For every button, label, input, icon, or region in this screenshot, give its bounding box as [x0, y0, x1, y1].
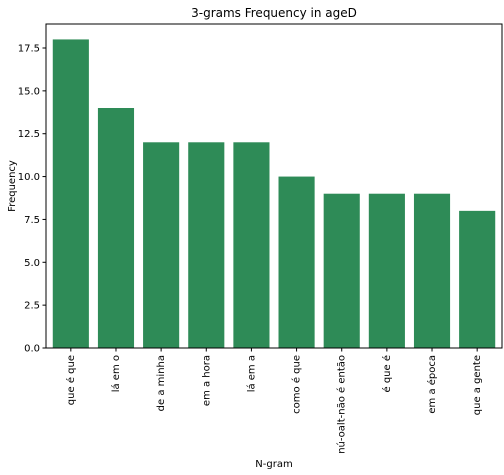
- x-axis-label: N-gram: [255, 459, 292, 470]
- plot-frame: [45, 23, 503, 349]
- x-tick-label: lá em o: [110, 355, 122, 392]
- x-tick-label: lá em a: [245, 355, 257, 392]
- y-tick-label: 2.5: [24, 301, 40, 312]
- y-axis-label: Frequency: [7, 160, 18, 212]
- bar-8: [413, 193, 451, 348]
- y-tick-label: 10.0: [18, 172, 40, 183]
- y-tick-label: 5.0: [24, 258, 40, 269]
- bar-7: [368, 193, 405, 348]
- x-tick-label: nú-oalt-não é então: [336, 355, 348, 454]
- y-tick-label: 0.0: [24, 344, 40, 355]
- bar-6: [323, 193, 360, 348]
- x-tick-label: que a gente: [472, 355, 483, 415]
- x-tick-label: em a hora: [201, 355, 212, 406]
- y-tick-label: 7.5: [24, 215, 40, 226]
- y-tick-label: 12.5: [18, 129, 40, 140]
- x-axis: que é que lá em o de a minha em a hora lá em…: [65, 348, 483, 454]
- x-tick-label: em a época: [426, 355, 438, 414]
- bar-1: [97, 108, 135, 348]
- bar-0: [52, 39, 89, 349]
- bar-3: [188, 142, 225, 348]
- x-tick-label: como é que: [291, 355, 303, 414]
- bar-4: [233, 142, 270, 348]
- y-axis: 0.0 2.5 5.0 7.5 10.0 12.5 15.0 17.5: [18, 44, 46, 355]
- bar-2: [143, 142, 180, 348]
- bar-9: [459, 210, 496, 348]
- x-tick-label: é que é: [381, 355, 393, 393]
- y-tick-label: 15.0: [18, 86, 40, 97]
- x-tick-label: de a minha: [156, 355, 167, 411]
- bars-group: [52, 39, 496, 349]
- y-tick-label: 17.5: [18, 44, 40, 55]
- x-tick-label: que é que: [65, 355, 77, 405]
- chart-title: 3-grams Frequency in ageD: [191, 6, 357, 20]
- bar-5: [278, 176, 315, 348]
